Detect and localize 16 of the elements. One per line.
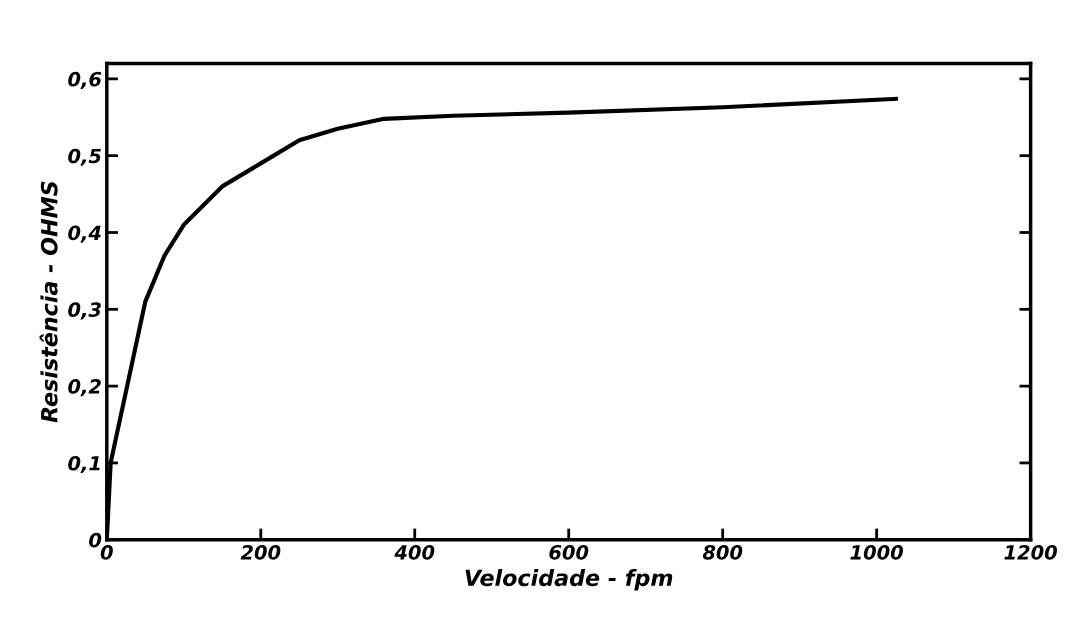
- x-axis-title: Velocidade - fpm: [465, 568, 673, 591]
- x-tick-label: 800: [702, 544, 743, 560]
- y-tick-label: 0,2: [68, 379, 101, 397]
- y-axis-title: Resistência - OHMS: [39, 181, 58, 423]
- x-tick-label: 200: [240, 544, 281, 560]
- x-tick-label: 1000: [850, 544, 904, 560]
- x-tick-label: 600: [549, 544, 589, 560]
- y-tick-label: 0,3: [68, 302, 101, 320]
- y-tick-label: 0,5: [68, 148, 101, 166]
- x-tick-label: 400: [394, 544, 435, 560]
- y-tick-label: 0,1: [68, 455, 100, 474]
- y-tick-label: 0,6: [68, 71, 102, 90]
- x-tick-label: 0: [100, 544, 113, 560]
- y-tick-label: 0: [89, 532, 102, 548]
- y-tick-label: 0,4: [68, 225, 101, 243]
- x-tick-label: 1200: [1004, 544, 1057, 560]
